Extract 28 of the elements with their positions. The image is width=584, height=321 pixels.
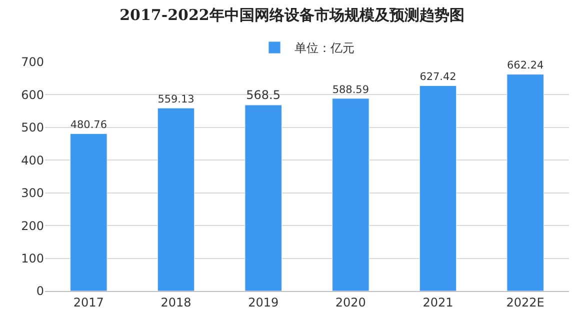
x-tick-label: 2019 xyxy=(248,295,279,310)
y-tick-label: 400 xyxy=(21,153,44,168)
x-tick-label: 2021 xyxy=(422,295,454,310)
bar xyxy=(419,85,457,291)
y-tick-label: 700 xyxy=(21,55,44,70)
y-tick-label: 500 xyxy=(21,120,44,135)
bar xyxy=(244,104,282,291)
x-tick-label: 2022E xyxy=(506,295,544,310)
x-tick-label: 2020 xyxy=(335,295,366,310)
y-tick-label: 100 xyxy=(21,251,44,266)
bar xyxy=(332,98,370,291)
y-tick-label: 600 xyxy=(21,88,44,102)
data-label: 627.42 xyxy=(420,71,456,84)
data-label: 568.5 xyxy=(246,88,281,102)
bar xyxy=(506,74,544,291)
data-label: 662.24 xyxy=(507,60,544,72)
chart-title: 2017-2022年中国网络设备市场规模及预测趋势图 xyxy=(120,6,464,24)
data-label: 559.13 xyxy=(158,93,194,106)
y-tick-label: 200 xyxy=(21,218,44,233)
bar xyxy=(70,133,108,291)
data-label: 480.76 xyxy=(70,119,107,132)
x-tick-label: 2018 xyxy=(160,295,192,310)
x-tick-label: 2017 xyxy=(73,295,104,310)
bar xyxy=(157,108,195,291)
legend-label: 单位：亿元 xyxy=(294,41,354,56)
y-tick-label: 300 xyxy=(21,186,44,200)
data-label: 588.59 xyxy=(332,84,369,96)
y-tick-label: 0 xyxy=(36,284,44,298)
